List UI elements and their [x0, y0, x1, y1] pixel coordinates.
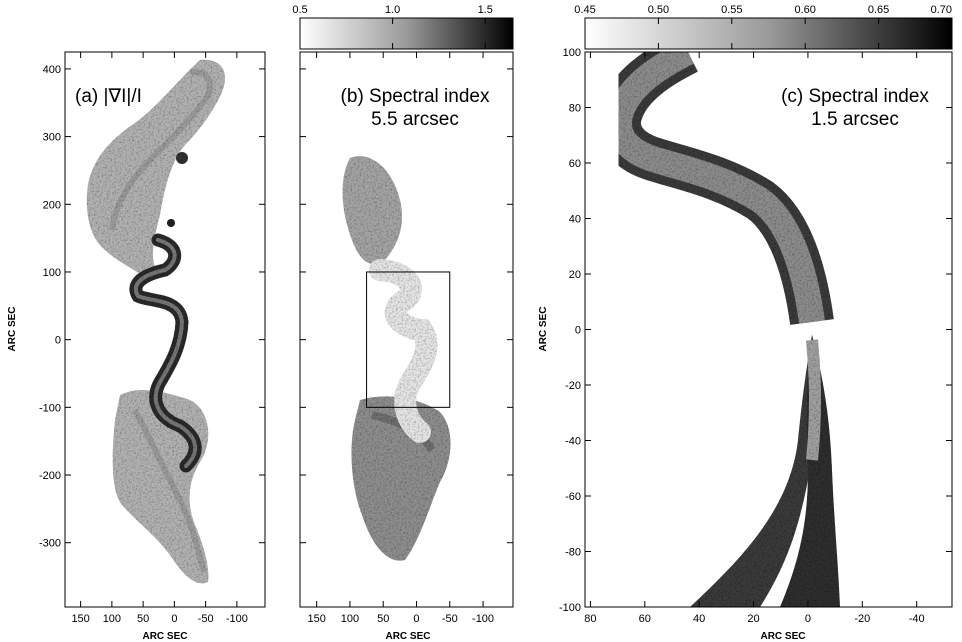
- colorbar-tick-label: 0.65: [868, 4, 889, 16]
- panel-b-colorbar-ticks: 0.5 1.0 1.5: [292, 4, 493, 49]
- panel-b-colorbar: [299, 17, 514, 50]
- panel-a-ylabel: ARC SEC: [7, 306, 18, 351]
- colorbar-tick-label: 1.0: [385, 4, 400, 16]
- panel-b-xlabel: ARC SEC: [385, 631, 430, 642]
- colorbar-tick-label: 0.5: [292, 4, 307, 16]
- x-tick-label: 40: [693, 613, 705, 625]
- panel-c-image: [597, 52, 840, 607]
- colorbar-tick-label: 0.55: [721, 4, 742, 16]
- colorbar-tick-label: 0.60: [794, 4, 815, 16]
- y-tick-label: 300: [43, 132, 61, 144]
- x-tick-label: -20: [854, 613, 870, 625]
- panel-c-axes: 80 60 40 20 0 -20 -40 100 80 60 40 20 0 -20 -40 -60 -80 -…: [559, 47, 952, 625]
- panel-c-colorbar-ticks: 0.45 0.50 0.55 0.60 0.65 0.70: [574, 4, 953, 49]
- y-tick-label: -200: [39, 470, 61, 482]
- y-tick-label: -40: [565, 436, 581, 448]
- panel-a-xlabel: ARC SEC: [142, 631, 187, 642]
- x-tick-label: -50: [442, 613, 458, 625]
- panel-a-title: (a) |∇I|/I: [75, 86, 142, 107]
- y-tick-label: -80: [565, 547, 581, 559]
- panel-c-title-line2: 1.5 arcsec: [811, 109, 899, 130]
- x-tick-label: 150: [71, 613, 89, 625]
- x-tick-label: 0: [413, 613, 419, 625]
- y-tick-label: -100: [559, 602, 581, 614]
- y-tick-label: -20: [565, 380, 581, 392]
- colorbar-tick-label: 1.5: [478, 4, 493, 16]
- x-tick-label: 150: [307, 613, 325, 625]
- y-tick-label: -100: [39, 402, 61, 414]
- y-tick-label: 0: [55, 335, 61, 347]
- y-tick-label: -300: [39, 538, 61, 550]
- panel-c-ylabel: ARC SEC: [538, 306, 549, 351]
- panel-a-frame: [64, 51, 266, 608]
- x-tick-label: 0: [171, 613, 177, 625]
- y-tick-label: 40: [569, 214, 581, 226]
- y-tick-label: 200: [43, 199, 61, 211]
- panel-b-title-line2: 5.5 arcsec: [371, 109, 459, 130]
- y-tick-label: 80: [569, 103, 581, 115]
- y-tick-label: 0: [575, 325, 581, 337]
- panel-a-axes: 150 100 50 0 -50 -100 400 300 200 100 0 -100 -200 -30…: [39, 52, 265, 625]
- x-tick-label: -100: [472, 613, 494, 625]
- panel-b-frame: [299, 51, 514, 608]
- panel-b-image: [342, 156, 451, 561]
- x-tick-label: 50: [137, 613, 149, 625]
- y-tick-label: 400: [43, 64, 61, 76]
- panel-b-inset-box: [366, 271, 451, 408]
- panel-b-title-line1: (b) Spectral index: [341, 86, 490, 107]
- x-tick-label: -50: [198, 613, 214, 625]
- colorbar-tick-label: 0.70: [931, 4, 952, 16]
- y-tick-label: 100: [43, 267, 61, 279]
- x-tick-label: 80: [584, 613, 596, 625]
- x-tick-label: 0: [805, 613, 811, 625]
- panel-c: 0.45 0.50 0.55 0.60 0.65 0.70 80 60 40 20 0 -20 -40…: [538, 4, 953, 642]
- x-tick-label: 60: [639, 613, 651, 625]
- y-tick-label: 60: [569, 158, 581, 170]
- panel-b: 0.5 1.0 1.5 150 100 50 0 -50 -100 (b) Spectral …: [292, 4, 514, 642]
- panel-a: 150 100 50 0 -50 -100 400 300 200 100 0 -100 -200 -30…: [7, 51, 266, 642]
- panel-b-axes: 150 100 50 0 -50 -100: [300, 52, 513, 625]
- panel-a-image: [86, 59, 226, 584]
- x-tick-label: 100: [341, 613, 359, 625]
- x-tick-label: 100: [103, 613, 121, 625]
- colorbar-tick-label: 0.50: [648, 4, 669, 16]
- y-tick-label: 100: [563, 47, 581, 59]
- y-tick-label: 20: [569, 269, 581, 281]
- x-tick-label: 20: [747, 613, 759, 625]
- y-tick-label: -60: [565, 491, 581, 503]
- x-tick-label: -100: [226, 613, 248, 625]
- panel-c-title-line1: (c) Spectral index: [781, 86, 929, 107]
- x-tick-label: -40: [909, 613, 925, 625]
- x-tick-label: 50: [377, 613, 389, 625]
- panel-c-xlabel: ARC SEC: [760, 631, 805, 642]
- colorbar-tick-label: 0.45: [574, 4, 595, 16]
- panel-c-colorbar: [584, 17, 953, 50]
